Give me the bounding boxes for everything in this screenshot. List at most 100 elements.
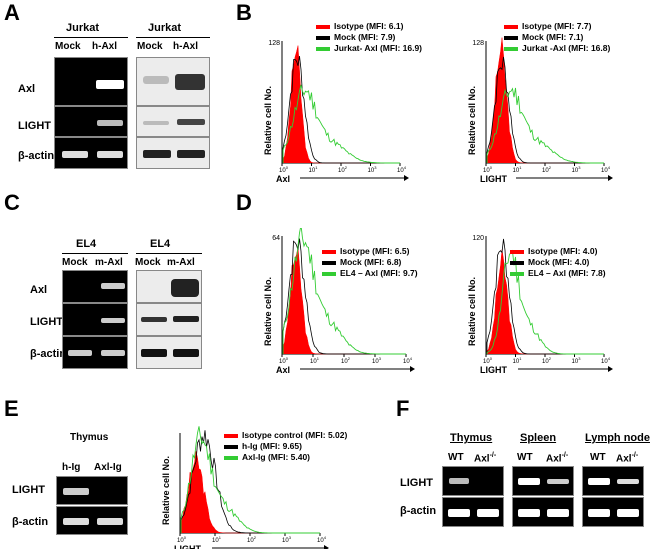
tick-label: 100 xyxy=(177,535,187,544)
histogram-light-thymus: 100 101 102 103 104 LIGHT Relative cell No. Iso… xyxy=(161,426,347,549)
tick-label: 101 xyxy=(513,165,523,174)
gel-image-light-lymph-node xyxy=(582,466,644,496)
lane-label-mock: Mock xyxy=(135,257,161,268)
legend-swatch xyxy=(224,434,238,438)
tick-label: 100 xyxy=(279,356,289,365)
gel-image-beta-actin xyxy=(56,506,128,535)
tick-label: 103 xyxy=(372,356,382,365)
lane-label-h-axl: h-Axl xyxy=(173,41,198,52)
tick-label: 100 xyxy=(483,356,493,365)
row-label-beta-actin: β-actin xyxy=(12,516,49,528)
blot-title-jurkat-2: Jurkat xyxy=(148,22,182,34)
western-blot-axl xyxy=(136,57,210,106)
lane-label-axl-ko: Axl-/- xyxy=(616,452,639,465)
lane-label-wt: WT xyxy=(517,452,533,463)
legend-label: EL4 – Axl (MFI: 7.8) xyxy=(528,268,606,278)
tick-label: 103 xyxy=(368,165,378,174)
legend-swatch xyxy=(322,250,336,254)
legend-label: Isotype (MFI: 6.1) xyxy=(334,21,404,31)
x-axis-label: LIGHT xyxy=(174,544,201,549)
histogram-light-jurkat: 100 101 102 103 104 128 LIGHT Relative cell No.… xyxy=(467,21,613,184)
western-blot-axl xyxy=(136,270,202,303)
treated-histogram xyxy=(282,228,406,355)
lane-label-wt: WT xyxy=(590,452,606,463)
blot-title-jurkat-1: Jurkat xyxy=(66,22,100,34)
legend-label: Mock (MFI: 7.1) xyxy=(522,32,584,42)
treated-histogram xyxy=(180,426,320,534)
gel-image-beta-actin xyxy=(54,137,128,169)
legend-swatch xyxy=(510,261,524,265)
row-label-axl: Axl xyxy=(30,284,48,296)
panel-label-d: D xyxy=(236,190,252,215)
treated-histogram xyxy=(282,84,400,164)
x-axis-label: LIGHT xyxy=(480,174,507,184)
tick-label: 102 xyxy=(338,165,348,174)
y-max-label: 128 xyxy=(268,40,280,47)
panel-label-c: C xyxy=(4,190,20,215)
legend-label: Jurkat- Axl (MFI: 16.9) xyxy=(334,43,422,53)
legend-swatch xyxy=(224,456,238,460)
gel-image-light-spleen xyxy=(512,466,574,496)
tick-label: 100 xyxy=(483,165,493,174)
legend-label: Isotype control (MFI: 5.02) xyxy=(242,430,347,440)
legend-label: EL4 – Axl (MFI: 9.7) xyxy=(340,268,418,278)
gel-image-beta-actin-lymph-node xyxy=(582,497,644,527)
tick-label: 101 xyxy=(310,356,320,365)
legend-label: Mock (MFI: 4.0) xyxy=(528,257,590,267)
gel-image-light xyxy=(56,476,128,505)
lane-label-mock: Mock xyxy=(55,41,81,52)
western-blot-light xyxy=(136,106,210,137)
histogram-light-el4: 100 101 102 103 104 120 LIGHT Relative cell No.… xyxy=(467,235,613,375)
histogram-axl-el4: 100 101 102 103 104 64 Axl Relative cell No. Iso… xyxy=(263,228,418,375)
tick-label: 100 xyxy=(279,165,289,174)
blot-title-el4-2: EL4 xyxy=(150,238,171,250)
legend-swatch xyxy=(504,36,518,40)
row-label-beta-actin: β-actin xyxy=(18,150,55,162)
legend-label: Isotype (MFI: 7.7) xyxy=(522,21,592,31)
row-label-beta-actin: β-actin xyxy=(30,348,67,360)
tissue-title-thymus: Thymus xyxy=(450,432,493,444)
lane-label-axl-ko: Axl-/- xyxy=(474,452,497,465)
tick-label: 104 xyxy=(403,356,413,365)
western-blot-beta-actin xyxy=(136,336,202,369)
legend-label: Isotype (MFI: 6.5) xyxy=(340,246,410,256)
legend-swatch xyxy=(504,47,518,51)
y-axis-label: Relative cell No. xyxy=(161,456,171,525)
legend-swatch xyxy=(510,272,524,276)
legend-swatch xyxy=(224,445,238,449)
title-underline xyxy=(54,37,128,38)
y-axis-label: Relative cell No. xyxy=(263,277,273,346)
tick-label: 103 xyxy=(572,165,582,174)
title-underline xyxy=(62,253,128,254)
row-label-light: LIGHT xyxy=(18,120,51,132)
legend-swatch xyxy=(316,47,330,51)
tick-label: 104 xyxy=(601,165,611,174)
treated-histogram xyxy=(486,87,604,164)
legend-label: Isotype (MFI: 4.0) xyxy=(528,246,598,256)
tissue-title-lymph-node: Lymph node xyxy=(585,432,650,444)
legend-label: Jurkat -Axl (MFI: 16.8) xyxy=(522,43,610,53)
gel-image-light xyxy=(54,106,128,137)
histogram-axl-jurkat: 100 101 102 103 104 128 Axl Relative cell No. Is… xyxy=(263,21,422,184)
y-axis-label: Relative cell No. xyxy=(467,277,477,346)
lane-label-wt: WT xyxy=(448,452,464,463)
gel-image-beta-actin xyxy=(62,336,128,369)
tick-label: 102 xyxy=(341,356,351,365)
legend-label: h-Ig (MFI: 9.65) xyxy=(242,441,302,451)
gel-image-axl xyxy=(54,57,128,106)
western-blot-light xyxy=(136,303,202,336)
panel-label-e: E xyxy=(4,396,19,421)
western-blot-beta-actin xyxy=(136,137,210,169)
tick-label: 104 xyxy=(397,165,407,174)
title-underline xyxy=(136,37,210,38)
gel-image-light xyxy=(62,303,128,336)
legend-swatch xyxy=(510,250,524,254)
lane-label-axl-ko: Axl-/- xyxy=(546,452,569,465)
lane-label-h-axl: h-Axl xyxy=(92,41,117,52)
tick-label: 104 xyxy=(601,356,611,365)
panel-label-f: F xyxy=(396,396,410,421)
lane-label-m-axl: m-Axl xyxy=(95,257,123,268)
tick-label: 103 xyxy=(572,356,582,365)
lane-label-axl-ig: Axl-Ig xyxy=(94,462,122,473)
lane-label-h-ig: h-Ig xyxy=(62,462,81,473)
